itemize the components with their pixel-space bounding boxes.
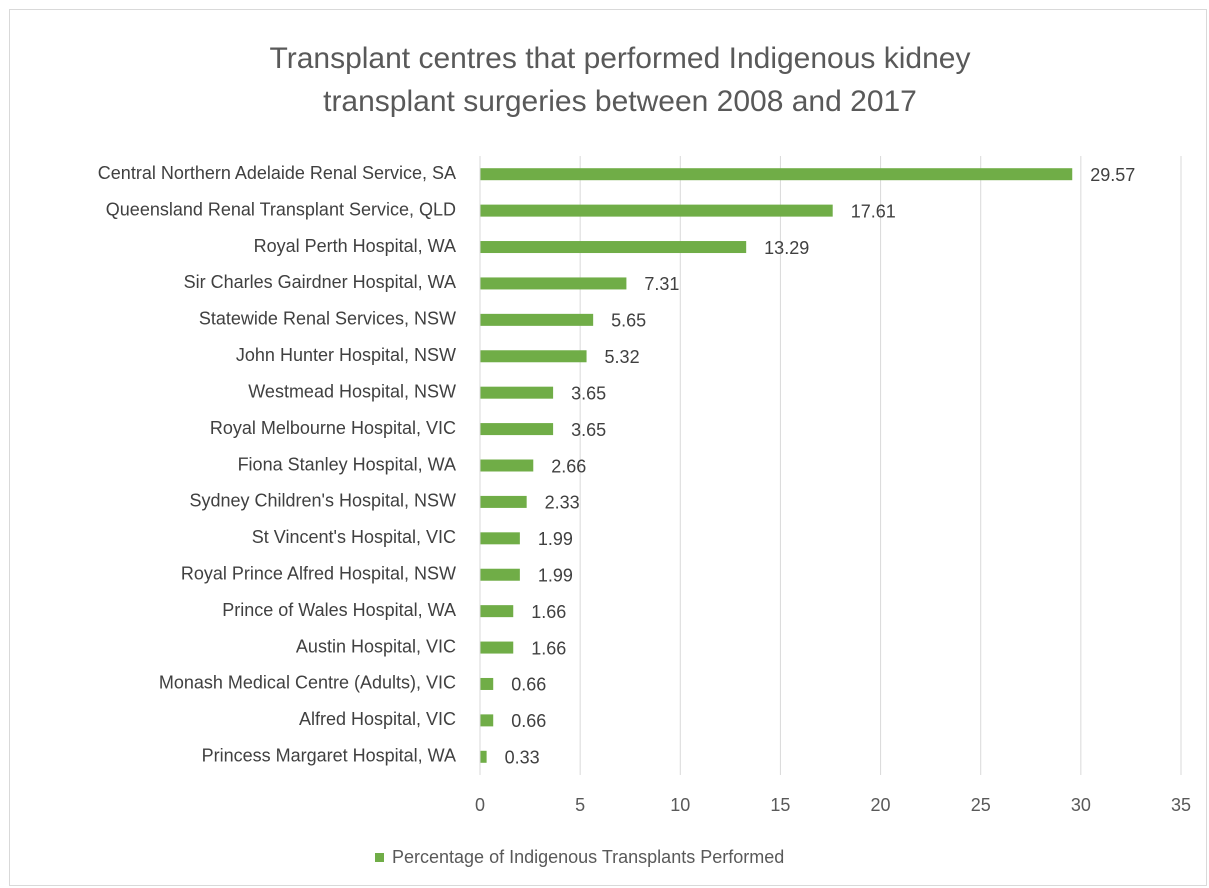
- y-tick-label: Central Northern Adelaide Renal Service,…: [98, 163, 456, 183]
- x-tick-label: 30: [1071, 795, 1091, 815]
- bar: [480, 241, 747, 254]
- y-tick-label: Sir Charles Gairdner Hospital, WA: [184, 272, 456, 292]
- y-tick-label: Royal Perth Hospital, WA: [254, 236, 456, 256]
- y-tick-label: St Vincent's Hospital, VIC: [252, 527, 456, 547]
- chart-border: [9, 9, 1207, 886]
- y-tick-label: Royal Prince Alfred Hospital, NSW: [181, 563, 456, 583]
- bar: [480, 204, 833, 217]
- data-label: 7.31: [644, 274, 679, 294]
- data-label: 13.29: [764, 238, 809, 258]
- x-tick-label: 0: [475, 795, 485, 815]
- data-label: 3.65: [571, 383, 606, 403]
- y-tick-label: John Hunter Hospital, NSW: [236, 345, 456, 365]
- data-label: 5.32: [605, 347, 640, 367]
- legend-label: Percentage of Indigenous Transplants Per…: [392, 847, 784, 867]
- y-tick-label: Prince of Wales Hospital, WA: [222, 600, 456, 620]
- x-tick-label: 10: [670, 795, 690, 815]
- bar: [480, 423, 554, 436]
- x-tick-label: 15: [770, 795, 790, 815]
- bar: [480, 495, 527, 508]
- y-tick-label: Austin Hospital, VIC: [296, 636, 456, 656]
- y-tick-label: Princess Margaret Hospital, WA: [202, 746, 456, 766]
- data-label: 17.61: [851, 201, 896, 221]
- y-tick-label: Statewide Renal Services, NSW: [199, 309, 456, 329]
- data-label: 29.57: [1090, 165, 1135, 185]
- data-label: 2.33: [545, 493, 580, 513]
- data-label: 0.66: [511, 711, 546, 731]
- x-tick-label: 5: [575, 795, 585, 815]
- x-tick-label: 25: [971, 795, 991, 815]
- bar: [480, 532, 520, 545]
- bar: [480, 313, 594, 326]
- x-tick-label: 20: [871, 795, 891, 815]
- y-tick-label: Monash Medical Centre (Adults), VIC: [159, 673, 456, 693]
- data-label: 2.66: [551, 456, 586, 476]
- data-label: 1.66: [531, 602, 566, 622]
- y-tick-label: Queensland Renal Transplant Service, QLD: [106, 199, 456, 219]
- data-label: 1.99: [538, 529, 573, 549]
- data-label: 1.99: [538, 565, 573, 585]
- bar: [480, 750, 487, 763]
- data-label: 3.65: [571, 420, 606, 440]
- bar: [480, 677, 494, 690]
- x-tick-label: 35: [1171, 795, 1191, 815]
- legend-swatch: [375, 853, 384, 862]
- bar: [480, 168, 1073, 181]
- y-tick-label: Alfred Hospital, VIC: [299, 709, 456, 729]
- bar: [480, 641, 514, 654]
- data-label: 5.65: [611, 311, 646, 331]
- data-label: 0.33: [505, 748, 540, 768]
- chart-title: transplant surgeries between 2008 and 20…: [323, 85, 917, 118]
- bar: [480, 386, 554, 399]
- y-tick-label: Royal Melbourne Hospital, VIC: [210, 418, 456, 438]
- y-tick-label: Sydney Children's Hospital, NSW: [189, 491, 456, 511]
- bar: [480, 459, 534, 472]
- y-tick-label: Fiona Stanley Hospital, WA: [238, 454, 456, 474]
- data-label: 1.66: [531, 638, 566, 658]
- bar: [480, 350, 587, 363]
- bar: [480, 714, 494, 727]
- bar: [480, 568, 520, 581]
- chart-title: Transplant centres that performed Indige…: [270, 42, 971, 75]
- bar: [480, 277, 627, 290]
- bar: [480, 605, 514, 618]
- y-tick-label: Westmead Hospital, NSW: [248, 381, 456, 401]
- data-label: 0.66: [511, 675, 546, 695]
